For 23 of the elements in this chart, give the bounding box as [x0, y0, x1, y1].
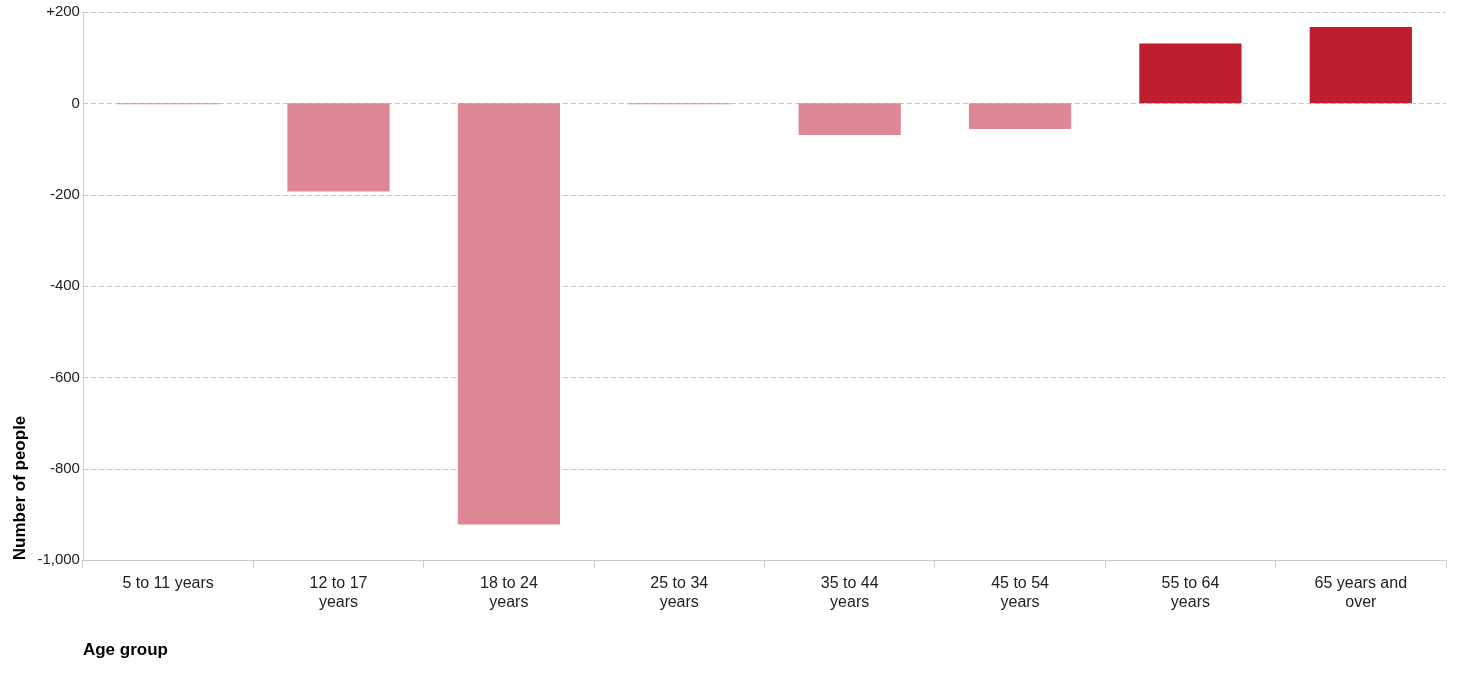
y-tick-label: -400 [49, 276, 80, 294]
x-tick-label: 25 to 34 years [650, 574, 709, 611]
y-tick-label: -1,000 [37, 550, 80, 568]
y-axis-title: Number of people [9, 415, 29, 561]
bar [457, 103, 561, 525]
x-tick-label: 5 to 11 years [122, 574, 214, 592]
x-tick-label: 35 to 44 years [820, 574, 879, 611]
bar [287, 103, 390, 192]
bar [968, 103, 1072, 129]
y-tick-label: -800 [49, 458, 80, 476]
bar [1139, 43, 1242, 104]
x-tick-label: 45 to 54 years [991, 574, 1050, 611]
bar [798, 103, 901, 135]
y-tick-label: -200 [49, 184, 80, 202]
y-tick-label: 0 [71, 93, 80, 111]
x-tick-label: 65 years and over [1314, 574, 1408, 611]
y-tick-label: -600 [49, 367, 80, 385]
x-tick-label: 18 to 24 years [479, 574, 538, 611]
y-tick-label: +200 [46, 2, 80, 20]
x-axis-title: Age group [82, 640, 168, 660]
bar [1309, 27, 1412, 104]
x-tick-label: 55 to 64 years [1161, 574, 1220, 611]
x-tick-label: 12 to 17 years [309, 574, 368, 611]
